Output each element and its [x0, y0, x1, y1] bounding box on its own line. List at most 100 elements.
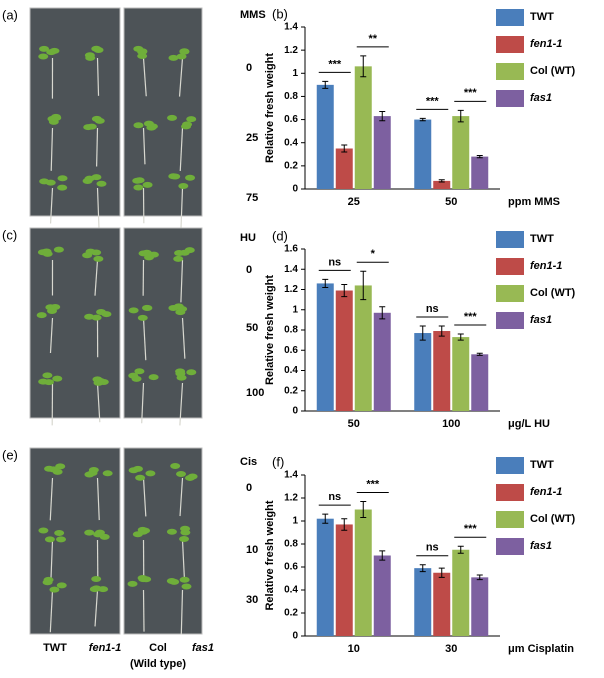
- root: [180, 259, 184, 303]
- error-bar: [476, 574, 483, 581]
- y-tick-label: 1.2: [284, 45, 298, 56]
- y-tick-label: 0.6: [284, 562, 298, 573]
- error-bar: [360, 500, 367, 519]
- bar: [471, 354, 489, 411]
- plate-photo: [29, 447, 121, 635]
- bar: [335, 524, 353, 636]
- legend-label: fen1-1: [530, 260, 562, 272]
- root: [142, 57, 147, 97]
- y-tick-label: 1.6: [284, 244, 298, 255]
- leaf: [88, 467, 99, 474]
- y-tick-label: 0.2: [284, 385, 298, 396]
- y-tick-label: 0.2: [284, 608, 298, 619]
- leaf: [47, 307, 58, 314]
- root: [50, 127, 54, 171]
- error-bar: [419, 564, 426, 573]
- error-bar: [341, 283, 348, 298]
- legend-label: Col (WT): [530, 287, 576, 299]
- leaf: [96, 180, 107, 187]
- leaf: [91, 249, 102, 256]
- y-axis-label: Relative fresh weight: [264, 275, 276, 385]
- leaf: [94, 117, 105, 124]
- leaf: [45, 179, 56, 186]
- leaf: [54, 529, 65, 536]
- leaf: [44, 536, 55, 543]
- leaf: [145, 470, 156, 477]
- leaf: [138, 250, 149, 257]
- error-bar: [360, 55, 367, 78]
- y-tick-label: 0.8: [284, 91, 298, 102]
- leaf: [131, 375, 142, 382]
- leaf: [173, 303, 184, 310]
- legend-swatch: [496, 285, 524, 302]
- significance-label: ***: [464, 523, 478, 535]
- y-tick-label: 0.4: [284, 585, 298, 596]
- x-unit-label: ppm MMS: [508, 196, 560, 208]
- error-bar: [457, 109, 464, 123]
- legend-label: fas1: [530, 314, 552, 326]
- error-bar: [322, 278, 329, 288]
- bar: [433, 331, 451, 411]
- legend-swatch: [496, 258, 524, 275]
- root: [96, 477, 100, 521]
- legend-swatch: [496, 457, 524, 474]
- leaf: [44, 465, 55, 472]
- leaf: [95, 377, 106, 384]
- leaf: [56, 582, 67, 589]
- y-tick-label: 1.4: [284, 22, 298, 33]
- leaf: [186, 116, 197, 123]
- error-bar: [476, 154, 483, 159]
- legend-label: TWT: [530, 233, 554, 245]
- leaf: [181, 583, 192, 590]
- leaf: [86, 123, 97, 130]
- leaf: [55, 463, 66, 470]
- genotype-label: TWT: [43, 642, 67, 654]
- leaf: [140, 527, 151, 534]
- leaf: [82, 177, 93, 184]
- legend-swatch: [496, 312, 524, 329]
- legend-label: TWT: [530, 459, 554, 471]
- leaf: [101, 311, 112, 318]
- x-tick-label: 10: [348, 643, 360, 655]
- leaf: [56, 536, 67, 543]
- root: [50, 539, 54, 582]
- bar: [433, 572, 451, 636]
- bar: [316, 283, 334, 411]
- legend-swatch: [496, 63, 524, 80]
- legend-label: Col (WT): [530, 65, 576, 77]
- y-tick-label: 1.2: [284, 284, 298, 295]
- error-bar: [438, 567, 445, 578]
- root: [96, 382, 101, 423]
- bar: [316, 84, 334, 189]
- leaf: [82, 252, 93, 259]
- bar: [452, 337, 470, 411]
- root: [96, 187, 100, 230]
- bar: [471, 156, 489, 189]
- error-bar: [419, 117, 426, 122]
- root: [178, 57, 184, 97]
- significance-label: *: [371, 248, 376, 260]
- leaf: [52, 375, 63, 382]
- significance-label: ns: [328, 256, 341, 268]
- leaf: [91, 576, 102, 583]
- leaf: [185, 474, 196, 481]
- leaf: [132, 177, 143, 184]
- significance-label: ***: [328, 58, 342, 70]
- root: [49, 187, 54, 224]
- root: [179, 477, 184, 517]
- bar: [354, 509, 372, 636]
- leaf: [38, 53, 49, 60]
- error-bar: [360, 270, 367, 301]
- leaf: [39, 45, 50, 52]
- x-tick-label: 100: [442, 418, 460, 430]
- dose-label: 30: [246, 594, 258, 606]
- error-bar: [322, 513, 329, 524]
- leaf: [49, 586, 60, 593]
- y-tick-label: 0.8: [284, 539, 298, 550]
- bar: [433, 180, 451, 189]
- leaf: [137, 314, 148, 321]
- y-tick-label: 1: [292, 516, 298, 527]
- y-tick-label: 1.4: [284, 470, 298, 481]
- leaf: [181, 123, 192, 130]
- legend-swatch: [496, 484, 524, 501]
